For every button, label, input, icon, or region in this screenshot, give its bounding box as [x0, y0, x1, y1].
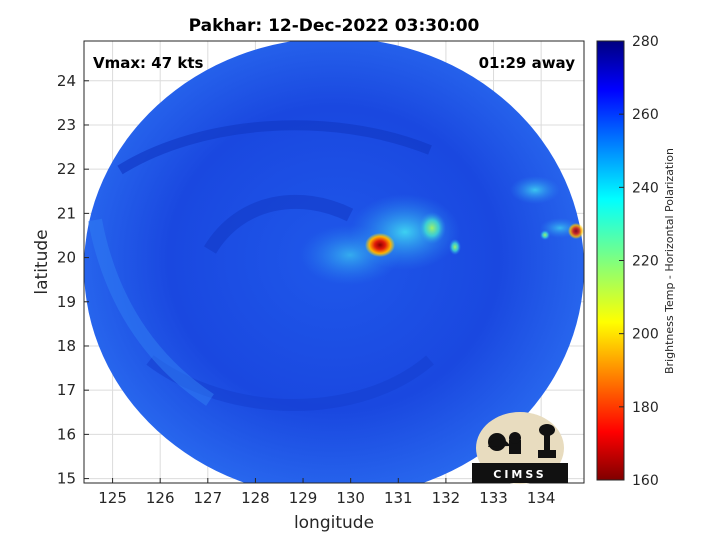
y-tick-label: 22: [57, 160, 76, 178]
cimss-logo: CIMSS: [472, 412, 568, 484]
colorbar-tick-label: 280: [632, 34, 659, 50]
y-tick-label: 19: [57, 293, 76, 311]
swath-image: [84, 41, 584, 483]
x-tick-label: 132: [432, 489, 461, 507]
x-tick-label: 131: [384, 489, 413, 507]
time-offset-annotation: 01:29 away: [479, 54, 576, 72]
y-tick-label: 23: [57, 116, 76, 134]
x-tick-label: 130: [336, 489, 365, 507]
y-tick-label: 20: [57, 249, 76, 267]
edge-spot: [540, 230, 550, 240]
edge-spot: [568, 223, 584, 239]
edge-streak: [510, 176, 560, 204]
y-tick-label: 16: [57, 425, 76, 443]
y-tick-label: 17: [57, 381, 76, 399]
x-tick-label: 125: [98, 489, 127, 507]
vmax-annotation: Vmax: 47 kts: [93, 54, 203, 72]
colorbar-tick-label: 220: [632, 254, 659, 270]
colorbar-label: Brightness Temp - Horizontal Polarizatio…: [663, 148, 676, 374]
y-axis-label: latitude: [32, 229, 52, 294]
y-tick-label: 18: [57, 337, 76, 355]
axes-box: [83, 40, 585, 484]
y-axis: 15 16 17 18 19 20 21 22 23 24: [57, 72, 89, 488]
colorbar-tick-label: 160: [632, 473, 659, 489]
x-tick-label: 134: [527, 489, 556, 507]
x-axis: 125 126 127 128 129 130 131 132 133 134: [98, 478, 555, 507]
x-tick-label: 126: [146, 489, 175, 507]
x-axis-label: longitude: [294, 513, 374, 533]
y-tick-label: 15: [57, 470, 76, 488]
cold-core: [365, 233, 395, 257]
colorbar-ticks: 160 180 200 220 240 260 280: [619, 34, 659, 489]
x-tick-label: 127: [193, 489, 222, 507]
y-tick-label: 21: [57, 204, 76, 222]
green-spot: [449, 239, 461, 255]
colorbar-tick-label: 200: [632, 327, 659, 343]
y-tick-label: 24: [57, 72, 76, 90]
chart-title: Pakhar: 12-Dec-2022 03:30:00: [189, 16, 480, 36]
green-spot: [418, 212, 446, 244]
colorbar-tick-label: 180: [632, 400, 659, 416]
colorbar-tick-label: 260: [632, 107, 659, 123]
dark-band: [117, 120, 432, 175]
x-tick-label: 133: [479, 489, 508, 507]
light-band: [88, 218, 214, 406]
x-tick-label: 128: [241, 489, 270, 507]
cimss-logo-text: CIMSS: [493, 468, 546, 481]
colorbar-tick-label: 240: [632, 180, 659, 196]
x-tick-label: 129: [289, 489, 318, 507]
dark-band: [204, 194, 354, 254]
